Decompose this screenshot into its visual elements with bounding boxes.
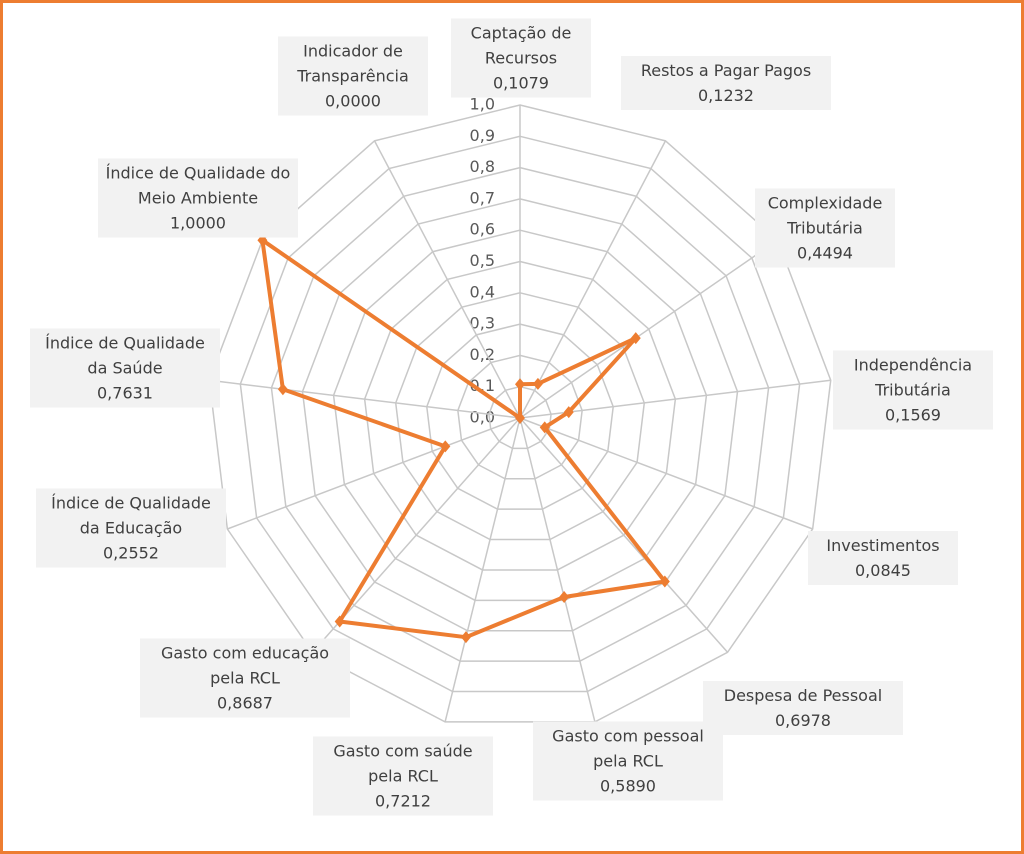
spoke: [373, 140, 521, 419]
value-label: 1,0000: [170, 213, 226, 233]
value-label: 0,7631: [97, 383, 153, 403]
axis-label: Índice de Qualidade da Educação 0,2552: [36, 488, 226, 568]
category-label: Complexidade Tributária: [767, 193, 883, 238]
spoke: [519, 239, 779, 419]
data-point: [440, 440, 451, 453]
spoke: [519, 417, 596, 723]
data-point: [515, 412, 525, 424]
y-tick-label: 0,2: [470, 345, 495, 364]
y-tick-label: 0,5: [470, 251, 495, 270]
grid-ring: [239, 135, 801, 693]
category-label: Independência Tributária: [853, 355, 973, 400]
value-label: 0,2552: [103, 543, 159, 563]
data-point: [659, 575, 670, 588]
y-tick-label: 1,0: [470, 95, 495, 114]
category-label: Índice de Qualidade da Educação: [51, 493, 211, 538]
data-point: [334, 615, 345, 628]
spoke: [444, 417, 521, 723]
spoke: [227, 417, 521, 530]
axis-label: Despesa de Pessoal 0,6978: [703, 681, 903, 735]
axis-label: Indicador de Transparência 0,0000: [278, 36, 428, 116]
y-tick-label: 0,9: [470, 126, 495, 145]
spoke: [519, 140, 667, 419]
value-label: 0,7212: [375, 791, 431, 811]
data-point: [563, 406, 574, 419]
value-label: 0,0000: [325, 91, 381, 111]
axis-label: Complexidade Tributária 0,4494: [755, 188, 895, 268]
axis-label: Investimentos 0,0845: [808, 531, 958, 585]
value-label: 0,1569: [885, 405, 941, 425]
axis-label: Gasto com pessoal pela RCL 0,5890: [533, 721, 723, 801]
spoke: [209, 379, 521, 419]
category-label: Captação de Recursos: [470, 23, 572, 68]
grid-ring: [394, 292, 646, 541]
y-tick-label: 0,4: [470, 282, 495, 301]
grid-ring: [426, 323, 614, 510]
spoke: [519, 417, 813, 530]
category-label: Índice de Qualidade da Saúde: [45, 333, 205, 378]
data-point: [559, 590, 570, 603]
grid-ring: [332, 229, 708, 602]
grid-ring: [488, 385, 552, 450]
y-tick-label: 0,7: [470, 188, 495, 207]
value-label: 0,8687: [217, 693, 273, 713]
axis-label: Independência Tributária 0,1569: [833, 350, 993, 430]
value-label: 0,1079: [493, 73, 549, 93]
radar-plot: 0,00,10,20,30,40,50,60,70,80,91,0: [208, 95, 832, 723]
value-label: 0,6978: [775, 711, 831, 730]
value-label: 0,4494: [797, 243, 853, 263]
value-label: 0,0845: [855, 561, 911, 580]
y-tick-label: 0,3: [470, 314, 495, 333]
data-point: [532, 377, 543, 390]
data-point: [539, 421, 550, 434]
axis-label: Captação de Recursos 0,1079: [451, 18, 591, 98]
axis-label: Gasto com saúde pela RCL 0,7212: [313, 736, 493, 816]
data-point: [277, 383, 288, 396]
data-line: [260, 238, 667, 640]
y-tick-label: 0,8: [470, 157, 495, 176]
axis-label: Restos a Pagar Pagos 0,1232: [621, 56, 831, 110]
category-label: Gasto com educação pela RCL: [160, 643, 330, 688]
axis-label: Gasto com educação pela RCL 0,8687: [140, 638, 350, 718]
axis-label: Índice de Qualidade do Meio Ambiente 1,00…: [98, 158, 298, 238]
grid-ring: [363, 260, 677, 571]
y-tick-label: 0,1: [470, 376, 495, 395]
category-label: Índice de Qualidade do Meio Ambiente: [105, 163, 291, 208]
category-label: Gasto com pessoal pela RCL: [552, 726, 704, 771]
data-point: [630, 332, 641, 345]
spoke: [519, 417, 729, 653]
data-point: [460, 631, 471, 644]
data-point: [515, 378, 525, 391]
category-label: Indicador de Transparência: [297, 41, 409, 86]
value-label: 0,5890: [600, 776, 656, 796]
category-label: Investimentos: [826, 536, 940, 555]
grid-ring: [270, 166, 770, 662]
grid-ring: [457, 354, 583, 480]
y-tick-label: 0,6: [470, 220, 495, 239]
axis-label: Índice de Qualidade da Saúde 0,7631: [30, 328, 220, 408]
category-label: Gasto com saúde pela RCL: [333, 741, 473, 786]
category-label: Restos a Pagar Pagos: [640, 61, 812, 80]
category-label: Despesa de Pessoal: [723, 686, 883, 705]
value-label: 0,1232: [698, 86, 754, 105]
grid-ring: [301, 198, 739, 632]
spoke: [311, 417, 521, 653]
